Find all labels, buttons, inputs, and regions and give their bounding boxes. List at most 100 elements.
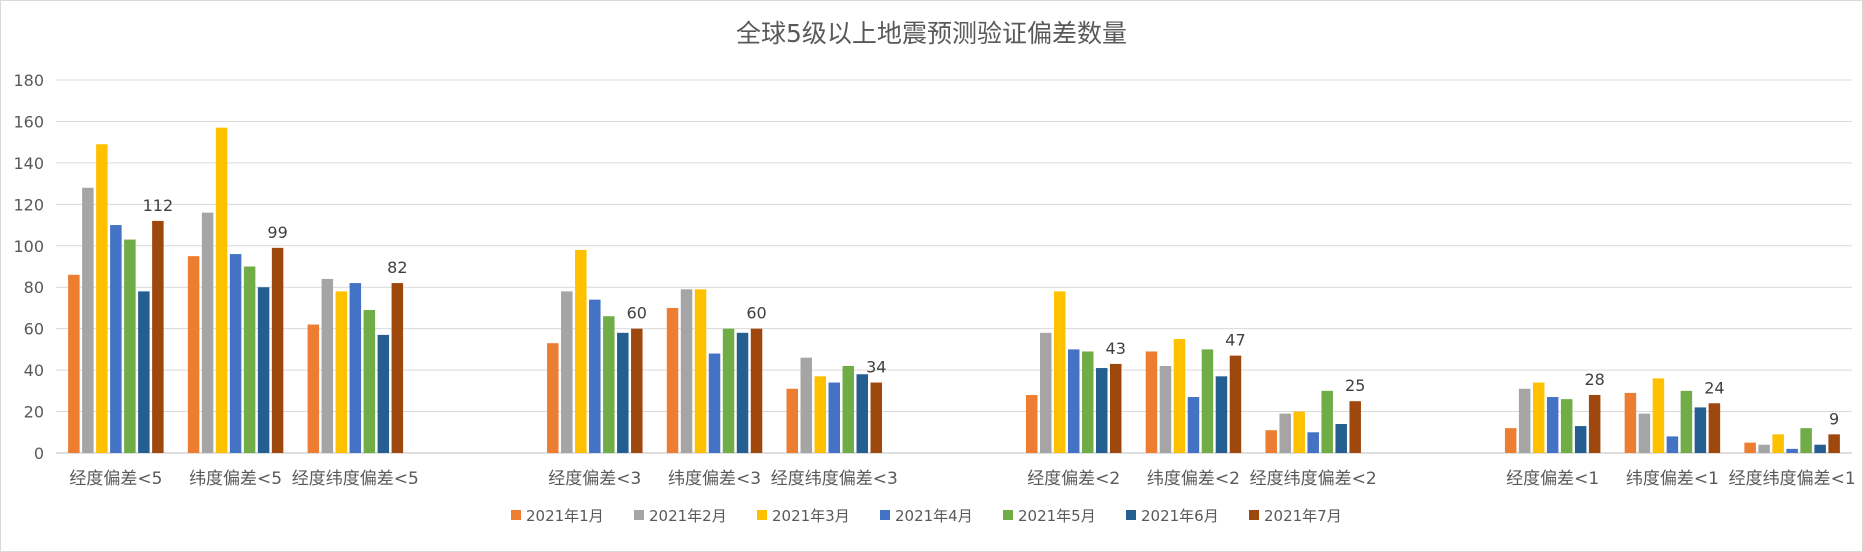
data-label: 28 [1584, 370, 1604, 389]
bar [1145, 351, 1158, 453]
bar [1708, 403, 1721, 453]
category-label: 经度纬度偏差<2 [1250, 469, 1377, 489]
bar [201, 212, 214, 453]
bar [1265, 430, 1277, 453]
bar [307, 324, 320, 453]
category-label: 经度偏差<2 [1027, 469, 1120, 489]
bar [1574, 426, 1587, 453]
bar [722, 328, 735, 453]
bar [666, 307, 679, 453]
bar [1173, 339, 1186, 453]
bar [96, 144, 108, 453]
y-tick-label: 0 [34, 444, 44, 463]
bar [736, 332, 749, 453]
bar [1666, 436, 1679, 453]
bar [708, 353, 721, 453]
data-label: 25 [1345, 376, 1365, 395]
bar [1758, 444, 1770, 453]
bar [391, 283, 404, 453]
legend-label: 2021年3月 [772, 507, 850, 525]
bar [1335, 423, 1347, 453]
data-label: 112 [143, 196, 174, 215]
bar [271, 247, 284, 453]
bar [257, 287, 270, 453]
category-label: 经度纬度偏差<1 [1729, 469, 1856, 489]
bar [1652, 378, 1665, 453]
bar [229, 254, 242, 453]
y-tick-label: 120 [13, 195, 44, 214]
y-axis: 0 20 40 60 80 100 120 140 160 180 [13, 71, 44, 463]
bar [349, 283, 362, 453]
y-tick-label: 80 [24, 278, 44, 297]
bar [870, 382, 883, 453]
bar [1814, 444, 1826, 453]
category-label: 经度偏差<5 [69, 469, 162, 489]
bar [82, 187, 94, 453]
legend-label: 2021年2月 [649, 507, 727, 525]
bar [1772, 434, 1784, 453]
data-labels: 112 99 82 60 60 34 43 47 25 28 24 9 [143, 196, 1840, 428]
bar [1800, 428, 1812, 453]
x-axis: 经度偏差<5 纬度偏差<5 经度纬度偏差<5 经度偏差<3 纬度偏差<3 经度纬度偏差<3… [69, 469, 1855, 489]
bar [1680, 390, 1693, 453]
bar [547, 343, 559, 453]
y-tick-label: 180 [13, 71, 44, 90]
data-label: 43 [1106, 339, 1126, 358]
chart-title: 全球5级以上地震预测验证偏差数量 [736, 19, 1127, 48]
bar [814, 376, 827, 453]
bar [377, 334, 390, 453]
bar [631, 328, 643, 453]
bar [68, 274, 80, 453]
bar [1638, 413, 1651, 453]
bar [321, 278, 334, 453]
bar [1229, 355, 1242, 453]
bar [750, 328, 763, 453]
data-label: 99 [267, 223, 287, 242]
legend-swatch [511, 510, 521, 520]
bar [603, 316, 615, 453]
bar [1025, 394, 1038, 453]
bar [1546, 397, 1559, 453]
legend-swatch [634, 510, 644, 520]
data-label: 60 [627, 304, 647, 323]
legend-label: 2021年4月 [895, 507, 973, 525]
bar [243, 266, 256, 453]
legend: 2021年1月 2021年2月 2021年3月 2021年4月 2021年5月 2021年… [511, 507, 1342, 525]
y-tick-label: 100 [13, 237, 44, 256]
bar [561, 291, 573, 453]
y-tick-label: 140 [13, 154, 44, 173]
bar [1624, 392, 1637, 453]
legend-swatch [1003, 510, 1013, 520]
data-label: 9 [1829, 409, 1839, 428]
bar [1159, 365, 1172, 453]
legend-label: 2021年7月 [1264, 507, 1342, 525]
bar [1053, 291, 1066, 453]
bar [1201, 349, 1214, 453]
bar [1279, 413, 1291, 453]
category-label: 经度偏差<3 [548, 469, 641, 489]
legend-swatch [880, 510, 890, 520]
bar [1744, 442, 1756, 453]
legend-swatch [757, 510, 767, 520]
legend-label: 2021年1月 [526, 507, 604, 525]
y-tick-label: 160 [13, 112, 44, 131]
bar [1349, 401, 1361, 453]
bar [110, 225, 122, 453]
bar [1786, 448, 1798, 453]
bar [1215, 376, 1228, 453]
bar [335, 291, 348, 453]
bar [828, 382, 841, 453]
bar [1293, 411, 1305, 453]
bar [1321, 390, 1333, 453]
category-label: 纬度偏差<5 [189, 469, 282, 489]
category-label: 经度纬度偏差<3 [771, 469, 898, 489]
bar [856, 374, 869, 453]
category-label: 经度偏差<1 [1506, 469, 1599, 489]
bar [1828, 434, 1840, 453]
legend-label: 2021年6月 [1141, 507, 1219, 525]
data-label: 60 [746, 304, 766, 323]
legend-label: 2021年5月 [1018, 507, 1096, 525]
data-label: 34 [866, 358, 886, 377]
